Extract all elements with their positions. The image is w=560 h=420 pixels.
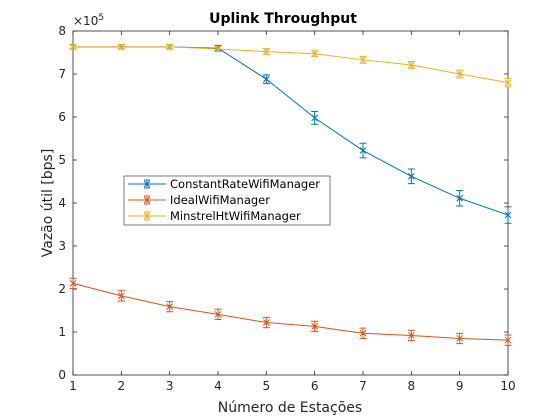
y-axis-exponent: ×105 [73, 13, 104, 28]
series-layer [69, 43, 512, 346]
legend-marker [143, 180, 151, 188]
y-axis-label: Vazão útil [bps] [40, 149, 56, 258]
series-line [73, 46, 509, 84]
data-point [262, 48, 270, 55]
data-point [456, 335, 464, 342]
data-point [456, 194, 464, 202]
data-point [117, 43, 125, 51]
data-point [456, 70, 464, 78]
data-point [407, 332, 415, 339]
data-point [407, 172, 415, 180]
x-tick-label: 6 [311, 379, 319, 393]
y-axis: 0 1 2 3 4 5 6 7 8 [58, 24, 508, 382]
y-exponent-power: 5 [98, 13, 104, 23]
data-point [117, 292, 125, 300]
data-point [359, 147, 367, 154]
data-point [504, 336, 512, 344]
data-point [214, 45, 222, 53]
x-tick-label: 8 [408, 379, 416, 393]
x-tick-label: 9 [456, 379, 464, 393]
series-line [72, 282, 509, 341]
data-point [311, 323, 319, 330]
y-tick-label: 6 [58, 110, 66, 124]
data-point [69, 43, 77, 51]
y-tick-label: 7 [58, 67, 66, 81]
legend-label: ConstantRateWifiManager [170, 177, 320, 191]
y-tick-label: 3 [58, 239, 66, 253]
x-tick-label: 5 [263, 379, 271, 393]
series-IdealWifiManager [69, 277, 512, 346]
x-axis: 1 2 3 4 5 6 7 8 9 10 [69, 31, 516, 393]
data-point [359, 56, 367, 64]
legend-label: IdealWifiManager [170, 193, 270, 207]
data-point [359, 329, 367, 337]
y-tick-label: 4 [58, 196, 66, 210]
data-point [166, 303, 174, 310]
legend-entry: ConstantRateWifiManager [128, 177, 320, 191]
data-point [311, 114, 319, 122]
legend-label: MinstrelHtWifiManager [170, 209, 301, 223]
legend-entry: MinstrelHtWifiManager [128, 209, 301, 223]
series-MinstrelHtWifiManager [69, 43, 512, 88]
x-axis-label: Número de Estações [218, 400, 362, 416]
data-point [311, 50, 319, 58]
data-point [504, 211, 512, 219]
x-tick-label: 1 [69, 379, 77, 393]
x-tick-label: 7 [359, 379, 367, 393]
x-tick-label: 3 [166, 379, 174, 393]
data-point [504, 79, 512, 86]
y-tick-label: 5 [58, 153, 66, 167]
data-point [262, 319, 270, 326]
legend: ConstantRateWifiManager IdealWifiManager M… [123, 175, 331, 226]
data-point [214, 311, 222, 318]
y-exponent-base: ×10 [73, 14, 98, 28]
y-tick-label: 2 [58, 282, 66, 296]
y-tick-label: 8 [58, 24, 66, 38]
data-point [407, 61, 415, 69]
legend-entry: IdealWifiManager [128, 193, 270, 207]
legend-marker [143, 196, 151, 204]
data-point [262, 75, 270, 83]
y-tick-label: 1 [58, 325, 66, 339]
svg-text:×105: ×105 [73, 13, 104, 28]
x-tick-label: 4 [214, 379, 222, 393]
y-tick-label: 0 [58, 368, 66, 382]
legend-marker [143, 212, 151, 220]
data-point [166, 43, 174, 51]
x-tick-label: 10 [500, 379, 515, 393]
x-tick-label: 2 [118, 379, 126, 393]
chart-title: Uplink Throughput [209, 11, 357, 27]
data-point [69, 280, 77, 287]
